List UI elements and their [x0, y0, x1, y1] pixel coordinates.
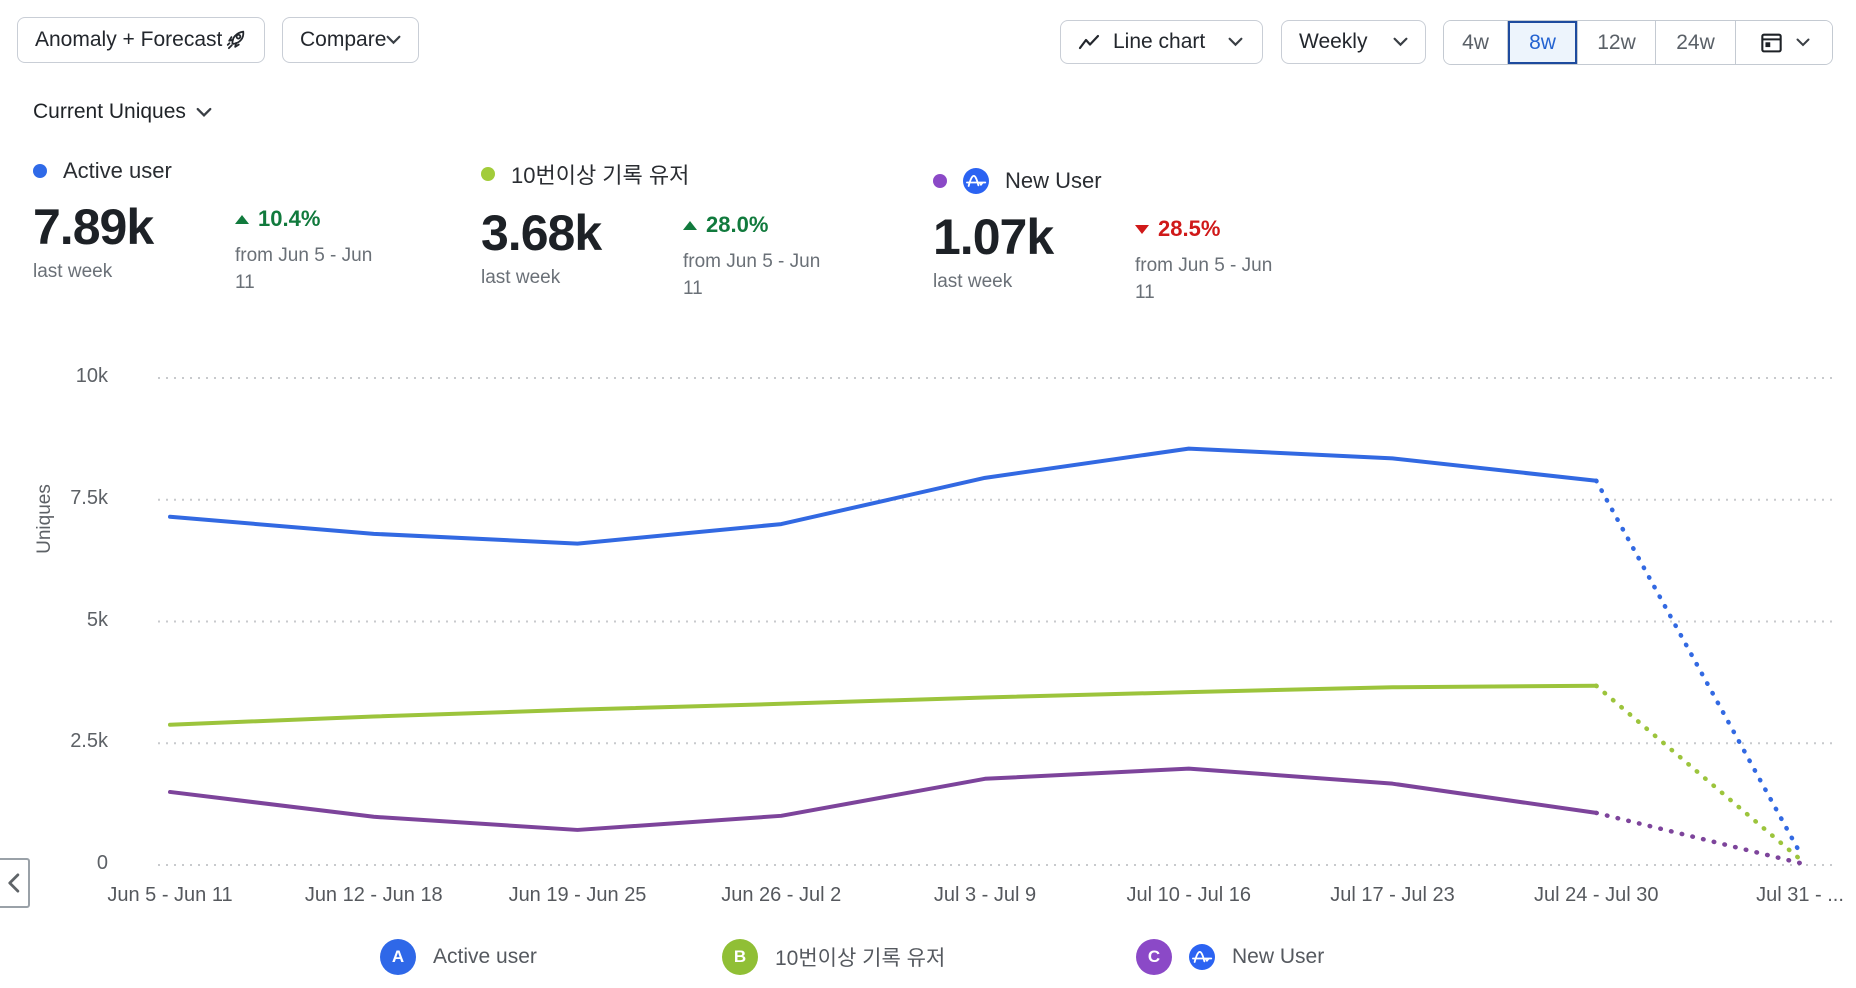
metric-header[interactable]: Active user — [33, 158, 463, 184]
delta-compare-range: from Jun 5 - Jun 11 — [235, 245, 373, 293]
series-color-dot — [33, 164, 47, 178]
delta-arrow-icon — [235, 214, 249, 224]
metric-card-active-user: Active user 7.89k last week 10.4% from J… — [33, 158, 463, 297]
metric-card-new-user: New User 1.07k last week 28.5% from Jun … — [933, 168, 1363, 307]
granularity-dropdown[interactable]: Weekly — [1281, 20, 1426, 64]
anomaly-forecast-button[interactable]: Anomaly + Forecast — [17, 17, 265, 63]
calendar-icon — [1759, 30, 1784, 55]
y-axis-title: Uniques — [34, 484, 55, 554]
collapse-panel-button[interactable] — [0, 858, 30, 908]
delta-compare-range: from Jun 5 - Jun 11 — [683, 251, 821, 299]
delta-percent: 28.5% — [1158, 216, 1221, 241]
y-axis-tick-label: 5k — [86, 608, 108, 631]
x-axis-tick-label: Jul 3 - Jul 9 — [933, 884, 1037, 906]
metric-value: 1.07k — [933, 209, 1054, 265]
chart-type-dropdown[interactable]: Line chart — [1060, 20, 1263, 64]
compare-label: Compare — [300, 28, 387, 51]
chart-canvas[interactable] — [120, 355, 1836, 880]
y-axis-tick-label: 7.5k — [70, 486, 108, 509]
legend-label: Active user — [433, 945, 537, 968]
x-axis-tick-label: Jul 24 - Jul 30 — [1533, 884, 1659, 906]
range-option-8w[interactable]: 8w — [1508, 21, 1578, 64]
metric-value: 3.68k — [481, 205, 602, 261]
delta-arrow-icon — [683, 220, 697, 230]
chevron-left-icon — [7, 873, 20, 893]
y-axis-tick-label: 0 — [96, 852, 108, 874]
chevron-down-icon — [1228, 37, 1243, 47]
metric-delta: 28.0% — [683, 212, 835, 238]
anomaly-forecast-label: Anomaly + Forecast — [35, 28, 223, 51]
chevron-down-icon — [386, 35, 401, 45]
metric-delta: 28.5% — [1135, 216, 1287, 242]
metric-selector-dropdown[interactable]: Current Uniques — [33, 100, 212, 124]
metric-name: New User — [1005, 168, 1102, 193]
range-option-4w[interactable]: 4w — [1444, 21, 1508, 64]
metric-delta: 10.4% — [235, 206, 387, 232]
delta-compare-range: from Jun 5 - Jun 11 — [1135, 255, 1273, 303]
series-color-dot — [933, 174, 947, 188]
metric-period: last week — [933, 271, 1013, 292]
chevron-down-icon — [196, 107, 212, 118]
custom-date-range-button[interactable] — [1736, 21, 1832, 64]
granularity-label: Weekly — [1299, 30, 1368, 53]
series-color-dot — [481, 167, 495, 181]
x-axis-tick-label: Jun 26 - Jul 2 — [721, 884, 842, 906]
metric-period: last week — [33, 261, 113, 282]
chart-type-label: Line chart — [1113, 30, 1206, 53]
legend-item-new-user[interactable]: C New User — [1136, 938, 1324, 976]
x-axis-tick-label: Jun 5 - Jun 11 — [107, 884, 233, 906]
legend-item-10-plus-records[interactable]: B 10번이상 기록 유저 — [722, 938, 945, 976]
legend-item-active-user[interactable]: A Active user — [380, 938, 537, 976]
range-option-24w[interactable]: 24w — [1656, 21, 1736, 64]
delta-percent: 10.4% — [258, 206, 321, 231]
legend-letter-badge: C — [1136, 939, 1172, 975]
metric-header[interactable]: 10번이상 기록 유저 — [481, 158, 911, 190]
compare-dropdown[interactable]: Compare — [282, 17, 419, 63]
metric-period: last week — [481, 267, 561, 288]
x-axis-tick-label: Jul 31 - ... — [1756, 884, 1844, 906]
line-chart: Uniques 0 2.5k 5k 7.5k 10k Jun 5 - Jun 11 Jun … — [0, 350, 1856, 910]
y-axis-tick-label: 10k — [75, 365, 108, 387]
metric-name: 10번이상 기록 유저 — [511, 163, 690, 188]
rocket-icon — [222, 27, 249, 54]
legend-letter-badge: A — [380, 939, 416, 975]
metric-value: 7.89k — [33, 199, 154, 255]
line-chart-icon — [1078, 32, 1102, 52]
x-axis-tick-label: Jun 12 - Jun 18 — [304, 884, 443, 906]
legend-letter-badge: B — [722, 939, 758, 975]
legend-label: New User — [1232, 945, 1325, 968]
range-option-12w[interactable]: 12w — [1578, 21, 1656, 64]
x-axis-tick-label: Jul 10 - Jul 16 — [1126, 884, 1251, 906]
amplitude-app-icon — [963, 168, 989, 194]
date-range-segmented-control: 4w 8w 12w 24w — [1443, 20, 1833, 65]
delta-percent: 28.0% — [706, 212, 769, 237]
delta-arrow-icon — [1135, 224, 1149, 234]
metric-header[interactable]: New User — [933, 168, 1363, 194]
chevron-down-icon — [1796, 38, 1810, 47]
metric-card-10-plus-records: 10번이상 기록 유저 3.68k last week 28.0% from J… — [481, 158, 911, 303]
legend-label: 10번이상 기록 유저 — [775, 947, 946, 970]
amplitude-app-icon — [1189, 944, 1215, 970]
chevron-down-icon — [1393, 37, 1408, 47]
metric-selector-label: Current Uniques — [33, 100, 186, 123]
x-axis-tick-label: Jun 19 - Jun 25 — [508, 884, 647, 906]
metric-name: Active user — [63, 158, 172, 183]
y-axis-tick-label: 2.5k — [70, 730, 108, 753]
x-axis-tick-label: Jul 17 - Jul 23 — [1330, 884, 1455, 906]
